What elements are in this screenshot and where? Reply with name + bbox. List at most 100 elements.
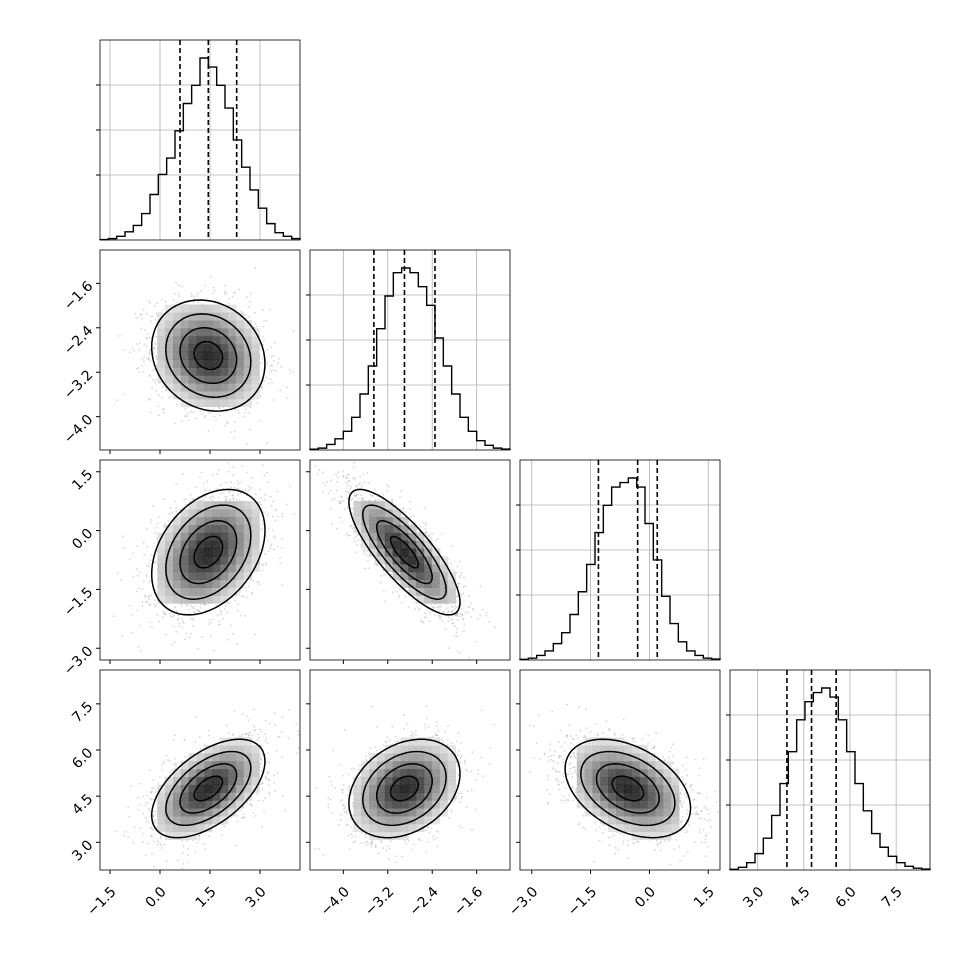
sample-point xyxy=(256,325,258,328)
density-cell xyxy=(196,501,205,510)
sample-point xyxy=(252,579,255,582)
sample-point xyxy=(192,625,195,627)
sample-point xyxy=(190,292,193,295)
sample-point xyxy=(136,343,138,345)
sample-point xyxy=(250,486,253,489)
sample-point xyxy=(162,385,164,388)
sample-point xyxy=(345,481,348,484)
density-cell xyxy=(235,524,245,533)
sample-point xyxy=(267,550,270,553)
sample-point xyxy=(238,288,241,291)
sample-point xyxy=(223,608,226,611)
sample-point xyxy=(228,297,231,300)
panel-frame xyxy=(99,39,301,241)
sample-point xyxy=(154,305,156,308)
sample-point xyxy=(141,588,144,591)
density-cell xyxy=(173,312,182,321)
sample-point xyxy=(240,310,243,313)
sample-point xyxy=(225,605,227,607)
density-cell xyxy=(235,343,245,353)
sample-point xyxy=(286,503,288,506)
sample-point xyxy=(247,306,250,308)
density-cell xyxy=(204,508,213,518)
sample-point xyxy=(212,474,215,476)
density-cell xyxy=(188,320,197,329)
sample-point xyxy=(146,528,148,531)
sample-point xyxy=(163,411,165,414)
sample-point xyxy=(261,357,264,360)
sample-point xyxy=(154,379,157,382)
sample-point xyxy=(193,411,195,413)
sample-point xyxy=(474,640,477,643)
panel-background xyxy=(730,670,930,870)
sample-point xyxy=(141,318,144,320)
sample-point xyxy=(382,499,384,502)
sample-point xyxy=(182,622,185,625)
sample-point xyxy=(238,593,241,596)
sample-point xyxy=(208,412,211,414)
sample-point xyxy=(197,647,199,650)
density-cell xyxy=(212,548,221,557)
sample-point xyxy=(234,599,237,602)
sample-point xyxy=(156,522,159,524)
sample-point xyxy=(456,650,459,653)
sample-point xyxy=(272,529,274,532)
sample-point xyxy=(136,609,139,611)
density-cell xyxy=(204,351,213,360)
sample-point xyxy=(219,610,222,613)
density-cell xyxy=(204,548,213,557)
sample-point xyxy=(254,323,257,325)
sample-point xyxy=(270,346,272,349)
sample-point xyxy=(244,314,246,316)
sample-point xyxy=(132,552,135,555)
sample-point xyxy=(150,518,153,521)
sample-point xyxy=(212,291,215,294)
density-cell xyxy=(212,540,221,549)
sample-point xyxy=(279,556,281,559)
panel-frame xyxy=(309,249,511,451)
sample-point xyxy=(240,465,243,468)
density-cell xyxy=(220,383,229,392)
sample-point xyxy=(234,420,236,423)
sample-point xyxy=(224,481,227,484)
sample-point xyxy=(172,299,175,302)
density-cell xyxy=(251,548,260,557)
sample-point xyxy=(356,544,358,546)
sample-point xyxy=(266,540,269,542)
sample-point xyxy=(209,621,212,624)
sample-point xyxy=(178,284,180,287)
sample-point xyxy=(134,312,137,315)
sample-point xyxy=(143,343,146,346)
sample-point xyxy=(175,483,178,485)
sample-point xyxy=(223,291,226,294)
density-cell xyxy=(220,367,229,376)
sample-point xyxy=(273,535,276,538)
sample-point xyxy=(136,568,138,570)
density-cell xyxy=(228,383,237,392)
sample-point xyxy=(163,610,165,613)
sample-point xyxy=(363,553,366,556)
sample-point xyxy=(410,516,412,519)
sample-point xyxy=(168,397,171,399)
sample-point xyxy=(271,364,273,367)
sample-point xyxy=(185,632,188,635)
sample-point xyxy=(178,622,181,625)
density-cell xyxy=(212,320,221,329)
sample-point xyxy=(259,488,261,491)
sample-point xyxy=(246,296,249,299)
sample-point xyxy=(233,291,236,294)
density-cell xyxy=(228,540,237,549)
sample-point xyxy=(145,345,148,347)
density-cell xyxy=(157,571,166,581)
sample-point xyxy=(456,628,458,630)
sample-point xyxy=(154,531,157,534)
sample-point xyxy=(175,630,178,633)
sample-point xyxy=(272,354,275,357)
sample-point xyxy=(131,631,134,634)
sample-point xyxy=(458,652,461,655)
density-cell xyxy=(228,312,237,321)
sample-point xyxy=(248,300,251,303)
density-cell xyxy=(173,571,182,581)
sample-point xyxy=(263,511,265,514)
sample-point xyxy=(276,490,279,493)
